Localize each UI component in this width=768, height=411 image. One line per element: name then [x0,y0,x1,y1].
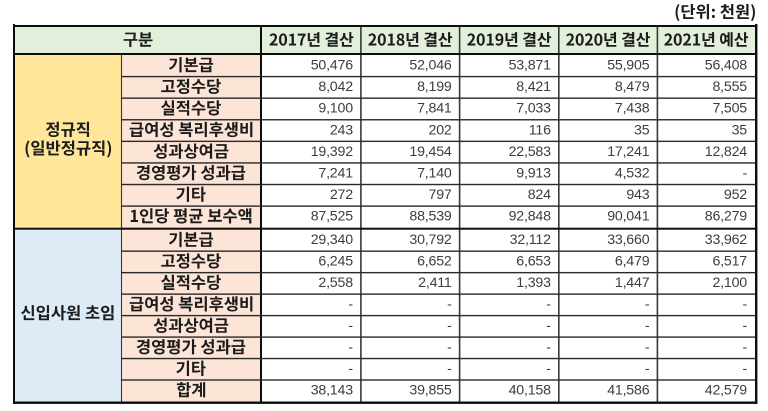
svg-text:-: - [645,340,650,356]
svg-text:-: - [447,318,452,334]
svg-text:6,653: 6,653 [516,254,551,270]
svg-text:22,583: 22,583 [509,144,552,160]
svg-text:116: 116 [529,122,551,138]
svg-text:92,848: 92,848 [509,209,552,225]
svg-text:88,539: 88,539 [409,209,452,225]
svg-text:8,421: 8,421 [516,79,551,95]
svg-text:-: - [742,297,747,313]
svg-text:90,041: 90,041 [607,209,650,225]
svg-text:32,112: 32,112 [510,232,551,248]
svg-text:7,140: 7,140 [417,166,452,182]
svg-text:52,046: 52,046 [409,58,452,74]
svg-text:4,532: 4,532 [615,166,650,182]
svg-text:42,579: 42,579 [705,383,748,399]
svg-text:40,158: 40,158 [509,383,552,399]
svg-text:-: - [348,340,353,356]
svg-text:2,558: 2,558 [318,275,353,291]
svg-text:-: - [645,318,650,334]
svg-text:-: - [348,297,353,313]
svg-text:86,279: 86,279 [705,209,748,225]
svg-text:29,340: 29,340 [311,232,354,248]
svg-text:6,517: 6,517 [712,254,747,270]
svg-text:6,479: 6,479 [615,254,650,270]
svg-text:243: 243 [330,122,353,138]
svg-text:41,586: 41,586 [607,383,650,399]
svg-text:12,824: 12,824 [705,144,748,160]
svg-text:8,199: 8,199 [417,79,452,95]
svg-text:2,100: 2,100 [712,275,747,291]
svg-text:39,855: 39,855 [409,383,452,399]
svg-text:943: 943 [626,187,649,203]
svg-text:-: - [742,340,747,356]
svg-text:38,143: 38,143 [311,383,354,399]
svg-text:7,033: 7,033 [516,101,551,117]
svg-text:-: - [447,361,452,377]
svg-text:-: - [447,340,452,356]
svg-text:7,505: 7,505 [712,101,747,117]
svg-text:-: - [546,340,551,356]
svg-text:202: 202 [429,122,452,138]
svg-text:-: - [645,361,650,377]
svg-text:53,871: 53,871 [509,58,552,74]
svg-text:-: - [546,318,551,334]
svg-text:-: - [742,361,747,377]
svg-text:55,905: 55,905 [607,58,650,74]
svg-text:-: - [645,297,650,313]
svg-text:1,447: 1,447 [615,275,650,291]
svg-text:7,438: 7,438 [615,101,650,117]
svg-text:17,241: 17,241 [607,144,650,160]
svg-text:19,392: 19,392 [311,144,354,160]
svg-text:6,652: 6,652 [417,254,452,270]
svg-text:2,411: 2,411 [418,275,452,291]
svg-text:272: 272 [330,187,353,203]
svg-text:56,408: 56,408 [705,58,748,74]
svg-text:87,525: 87,525 [311,209,354,225]
svg-text:824: 824 [528,187,551,203]
svg-text:952: 952 [724,187,747,203]
svg-text:33,660: 33,660 [607,232,650,248]
svg-text:6,245: 6,245 [318,254,353,270]
svg-text:35: 35 [634,122,650,138]
svg-text:-: - [348,361,353,377]
svg-text:-: - [447,297,452,313]
svg-text:19,454: 19,454 [409,144,452,160]
svg-text:-: - [546,361,551,377]
svg-text:9,100: 9,100 [318,101,353,117]
svg-text:35: 35 [732,122,748,138]
svg-text:797: 797 [429,187,452,203]
svg-text:33,962: 33,962 [705,232,748,248]
svg-text:-: - [348,318,353,334]
svg-text:-: - [742,166,747,182]
svg-text:1,393: 1,393 [516,275,551,291]
svg-text:8,555: 8,555 [712,79,747,95]
svg-text:-: - [546,297,551,313]
svg-text:9,913: 9,913 [516,166,551,182]
svg-text:30,792: 30,792 [409,232,452,248]
svg-text:50,476: 50,476 [311,58,354,74]
svg-text:8,042: 8,042 [318,79,353,95]
svg-text:7,841: 7,841 [417,101,452,117]
svg-text:7,241: 7,241 [318,166,353,182]
svg-text:8,479: 8,479 [615,79,650,95]
svg-text:-: - [742,318,747,334]
